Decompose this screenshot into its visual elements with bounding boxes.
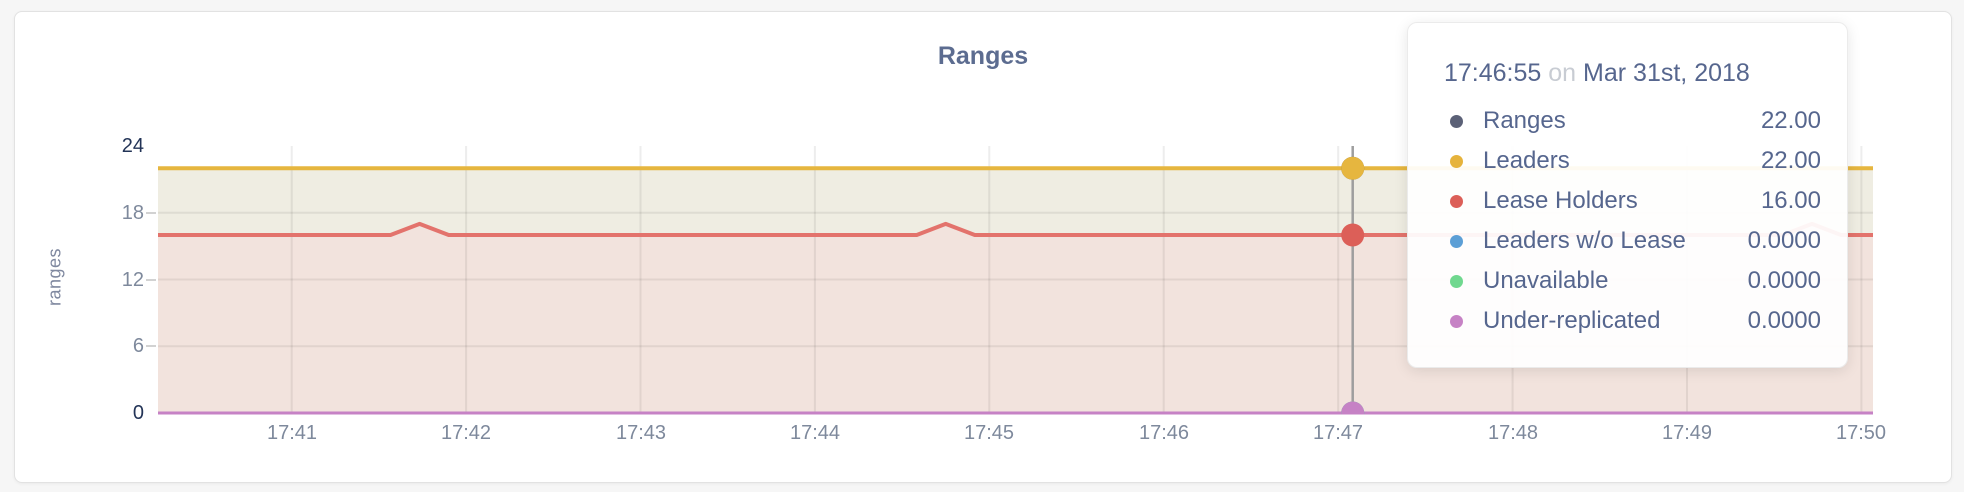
- x-tick-label: 17:46: [1138, 422, 1190, 444]
- y-tick-label: 18: [121, 202, 144, 224]
- series-color-dot-icon: [1450, 314, 1463, 328]
- tooltip-row: Ranges 22.00: [1444, 101, 1821, 141]
- x-tick-label: 17:45: [963, 422, 1015, 444]
- x-tick-label: 17:41: [266, 422, 318, 444]
- tooltip-series-label: Leaders w/o Lease: [1483, 227, 1686, 254]
- hover-dot-under-replicated: [1341, 401, 1365, 415]
- x-tick-label: 17:42: [440, 422, 492, 444]
- tooltip-series-value: 22.00: [1760, 107, 1821, 134]
- tooltip-row: Lease Holders 16.00: [1444, 181, 1821, 221]
- tooltip-series-label: Ranges: [1483, 107, 1566, 134]
- tooltip-series-value: 16.00: [1760, 187, 1821, 214]
- x-tick-label: 17:48: [1487, 422, 1539, 444]
- y-tick-label: 12: [121, 269, 144, 291]
- series-color-dot-icon: [1450, 234, 1463, 248]
- tooltip-series-label: Leaders: [1483, 147, 1570, 174]
- tooltip-series-label: Lease Holders: [1483, 187, 1638, 214]
- series-color-dot-icon: [1450, 114, 1463, 128]
- tooltip-row: Leaders w/o Lease 0.0000: [1444, 221, 1821, 261]
- hover-dot-lease-holders: [1341, 223, 1365, 247]
- x-tick-label: 17:43: [615, 422, 667, 444]
- tooltip-on-word: on: [1548, 59, 1577, 87]
- tooltip-series-value: 0.0000: [1747, 307, 1821, 334]
- tooltip-legend: Ranges 22.00 Leaders 22.00 Lease Holders 16.0…: [1444, 101, 1821, 341]
- y-tick-label: 24: [121, 135, 144, 157]
- tooltip-series-value: 0.0000: [1747, 267, 1821, 294]
- tooltip-row: Unavailable 0.0000: [1444, 261, 1821, 301]
- tooltip-series-label: Unavailable: [1483, 267, 1609, 294]
- tooltip-series-label: Under-replicated: [1483, 307, 1661, 334]
- y-tick-mark: [146, 279, 156, 281]
- y-tick-label: 0: [132, 402, 144, 424]
- tooltip-row: Under-replicated 0.0000: [1444, 301, 1821, 341]
- tooltip-timestamp: 17:46:55 on Mar 31st, 2018: [1444, 59, 1821, 88]
- tooltip-date: Mar 31st, 2018: [1583, 59, 1750, 87]
- series-color-dot-icon: [1450, 274, 1463, 288]
- hover-dot-leaders: [1341, 156, 1365, 180]
- tooltip-series-value: 22.00: [1760, 147, 1821, 174]
- x-tick-label: 17:49: [1661, 422, 1713, 444]
- y-tick-mark: [146, 212, 156, 214]
- y-axis-label: ranges: [44, 247, 65, 307]
- chart-tooltip: 17:46:55 on Mar 31st, 2018 Ranges 22.00 Le…: [1407, 22, 1848, 368]
- series-color-dot-icon: [1450, 194, 1463, 208]
- tooltip-time: 17:46:55: [1444, 59, 1542, 87]
- y-tick-mark: [146, 345, 156, 347]
- y-tick-label: 6: [132, 335, 144, 357]
- chart-title: Ranges: [937, 42, 1029, 70]
- x-tick-label: 17:44: [789, 422, 841, 444]
- tooltip-row: Leaders 22.00: [1444, 141, 1821, 181]
- series-color-dot-icon: [1450, 154, 1463, 168]
- tooltip-series-value: 0.0000: [1747, 227, 1821, 254]
- x-tick-label: 17:50: [1835, 422, 1887, 444]
- x-tick-label: 17:47: [1312, 422, 1364, 444]
